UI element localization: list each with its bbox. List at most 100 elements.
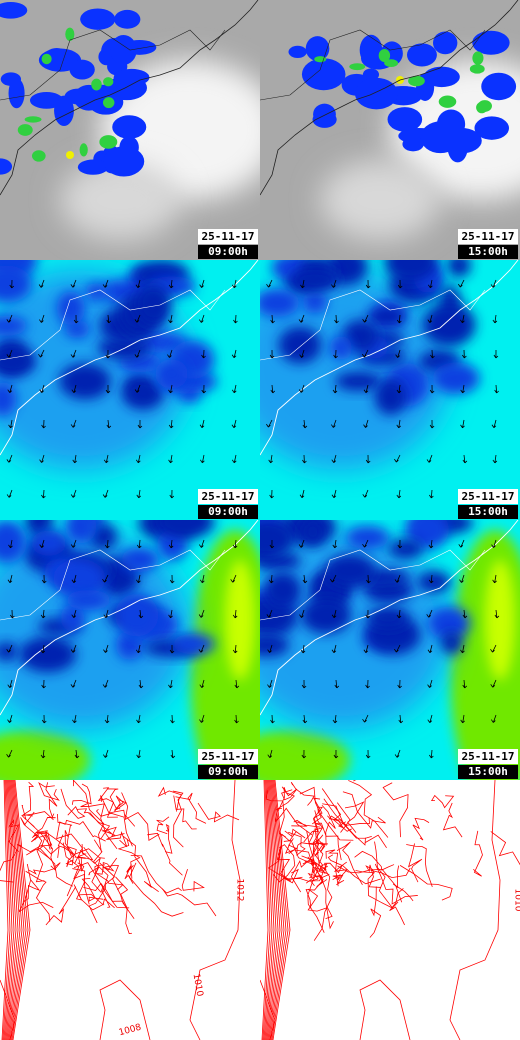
wind-arrow — [198, 539, 205, 548]
wind-arrow — [104, 714, 110, 724]
wind-arrow — [427, 679, 433, 688]
wind-arrow — [169, 574, 175, 584]
isobar — [88, 862, 116, 924]
rain-core — [469, 64, 485, 74]
wind-arrow — [232, 609, 238, 619]
wind-arrow — [490, 679, 497, 688]
wind-arrow — [462, 679, 468, 689]
field-blue — [172, 633, 215, 655]
wind-arrow — [429, 419, 435, 429]
isobar — [22, 781, 35, 817]
wind-arrow — [361, 349, 369, 358]
isobar — [3, 780, 13, 1040]
isobar — [197, 802, 240, 823]
wind-arrow — [460, 714, 465, 724]
field-blue — [135, 283, 172, 326]
wind-arrow — [138, 679, 144, 689]
isobar — [2, 780, 11, 1040]
isobar — [442, 802, 463, 838]
isobar — [265, 780, 277, 1040]
wind-arrow — [428, 539, 434, 549]
wind-arrow — [38, 349, 45, 358]
isobar — [28, 862, 61, 875]
wind-arrow — [6, 314, 13, 323]
date-label: 25-11-17 — [462, 230, 515, 243]
isobar — [5, 780, 17, 1040]
time-label: 09:00h — [208, 765, 248, 778]
field-blue — [432, 362, 480, 395]
isobar — [128, 862, 184, 917]
date-label: 25-11-17 — [202, 230, 255, 243]
field-yellow — [225, 560, 255, 680]
wind-arrow — [70, 679, 77, 688]
isobar — [328, 815, 347, 829]
isobar — [12, 780, 31, 1040]
isobar — [9, 780, 25, 1040]
wind-arrow — [39, 314, 45, 323]
wind-arrow — [459, 574, 465, 583]
rain-core — [79, 143, 88, 157]
field-blue — [0, 530, 190, 730]
wind-arrow — [103, 609, 109, 618]
field-blue — [65, 520, 97, 544]
wind-arrow — [299, 349, 305, 358]
isobar — [374, 863, 418, 905]
wind-arrow — [398, 714, 404, 724]
wind-arrow — [232, 539, 238, 549]
wind-arrow — [458, 539, 465, 548]
wind-arrow — [106, 314, 112, 324]
isobar — [407, 843, 423, 883]
field-blue — [260, 633, 290, 657]
wind-arrow — [6, 749, 13, 758]
isobar — [305, 862, 324, 909]
wind-arrow — [427, 714, 433, 723]
wind-arrow — [300, 644, 306, 654]
isobar — [264, 780, 275, 1040]
isobar — [309, 863, 328, 887]
wind-arrow — [6, 349, 13, 358]
isobar — [449, 780, 501, 1040]
date-label: 25-11-17 — [202, 490, 255, 503]
isobar — [299, 786, 354, 841]
rain-core — [408, 75, 425, 87]
isobar — [25, 870, 51, 922]
wind-arrow — [460, 644, 465, 654]
isobar — [76, 808, 111, 840]
wind-arrow — [302, 454, 307, 464]
isobar — [382, 782, 409, 838]
wind-arrow — [332, 714, 338, 724]
rain-cell — [354, 77, 398, 110]
isobar — [406, 844, 433, 887]
wind-arrow — [394, 644, 401, 653]
isobar — [97, 787, 118, 818]
wind-arrow — [232, 644, 238, 654]
wind-arrow — [103, 644, 109, 653]
wind-arrow — [428, 574, 434, 584]
isobar — [83, 882, 128, 911]
time-box — [198, 765, 258, 779]
wind-arrow — [199, 419, 205, 429]
wind-arrow — [460, 384, 465, 394]
wind-arrow — [40, 749, 46, 759]
isobar — [77, 846, 94, 872]
isobar — [321, 788, 352, 832]
isobar — [173, 795, 197, 830]
rain-cell — [433, 31, 458, 55]
wind-arrow — [396, 419, 402, 429]
wind-arrow — [491, 419, 497, 429]
wind-arrow — [462, 349, 467, 359]
isobar — [262, 780, 271, 1040]
field-blue — [59, 363, 111, 400]
isobar — [336, 802, 370, 833]
isobar — [0, 979, 16, 1040]
wind-arrow — [7, 679, 13, 688]
isobar — [4, 780, 15, 1040]
rain-core — [476, 101, 488, 114]
wind-arrow — [362, 314, 369, 323]
wind-arrow — [199, 679, 205, 688]
border — [0, 29, 226, 101]
wind-arrow — [70, 349, 77, 358]
isobar — [271, 780, 289, 1040]
wind-arrow — [331, 609, 337, 619]
wind-arrow — [269, 349, 275, 359]
